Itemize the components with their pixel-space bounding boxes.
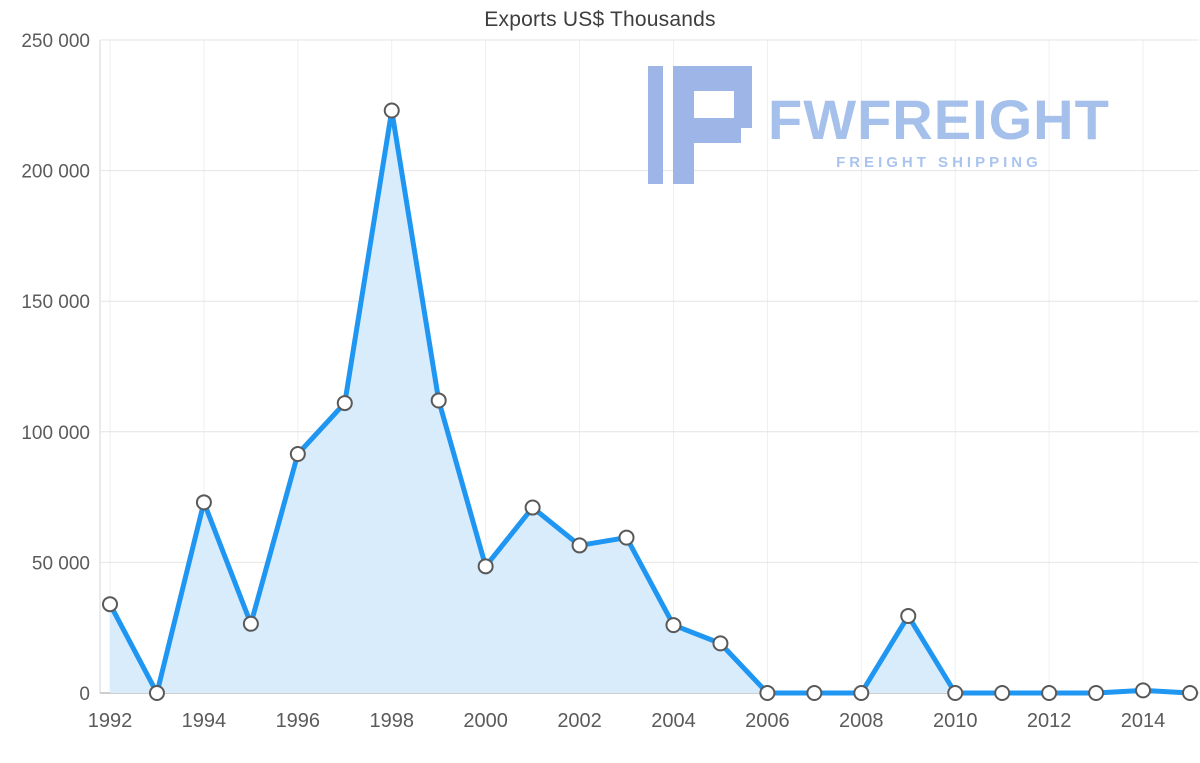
data-point-1993[interactable]	[148, 685, 165, 701]
data-point-1997[interactable]	[336, 395, 353, 412]
data-point-2009[interactable]	[900, 607, 917, 624]
data-point-1999[interactable]	[430, 392, 447, 409]
data-point-2015[interactable]	[1182, 685, 1198, 701]
data-point-2010[interactable]	[947, 685, 964, 701]
data-point-2013[interactable]	[1088, 685, 1105, 701]
data-point-2005[interactable]	[712, 635, 729, 652]
data-point-2011[interactable]	[994, 685, 1011, 701]
x-tick-label: 2010	[933, 710, 978, 732]
data-point-2004[interactable]	[665, 617, 682, 634]
data-point-1996[interactable]	[289, 446, 306, 463]
data-point-2007[interactable]	[806, 685, 823, 701]
data-point-2001[interactable]	[524, 499, 541, 516]
data-point-1998[interactable]	[383, 102, 400, 119]
x-tick-label: 2004	[651, 710, 696, 732]
y-tick-label: 150 000	[21, 292, 90, 313]
y-tick-label: 250 000	[21, 31, 90, 52]
chart-title: Exports US$ Thousands	[484, 8, 716, 31]
x-tick-label: 1994	[182, 710, 227, 732]
x-tick-label: 1992	[88, 710, 133, 732]
y-tick-label: 50 000	[32, 553, 90, 574]
x-tick-label: 2006	[745, 710, 790, 732]
y-tick-label: 100 000	[21, 423, 90, 444]
x-tick-label: 2008	[839, 710, 884, 732]
data-point-2008[interactable]	[853, 685, 870, 701]
y-tick-label: 200 000	[21, 162, 90, 183]
data-point-1992[interactable]	[102, 596, 118, 613]
series-area-fill	[110, 110, 1190, 694]
y-tick-label: 0	[79, 684, 90, 705]
data-point-2014[interactable]	[1135, 682, 1152, 699]
x-tick-label: 1996	[276, 710, 321, 732]
x-tick-label: 2000	[463, 710, 508, 732]
data-point-2003[interactable]	[618, 529, 635, 546]
x-tick-label: 2012	[1027, 710, 1072, 732]
data-point-1995[interactable]	[242, 615, 259, 632]
data-point-2000[interactable]	[477, 558, 494, 575]
x-tick-label: 2014	[1121, 710, 1166, 732]
data-point-2002[interactable]	[571, 537, 588, 554]
x-tick-label: 2002	[557, 710, 602, 732]
data-point-2012[interactable]	[1041, 685, 1058, 701]
data-point-2006[interactable]	[759, 685, 776, 701]
x-tick-label: 1998	[369, 710, 414, 732]
data-point-1994[interactable]	[195, 494, 212, 511]
